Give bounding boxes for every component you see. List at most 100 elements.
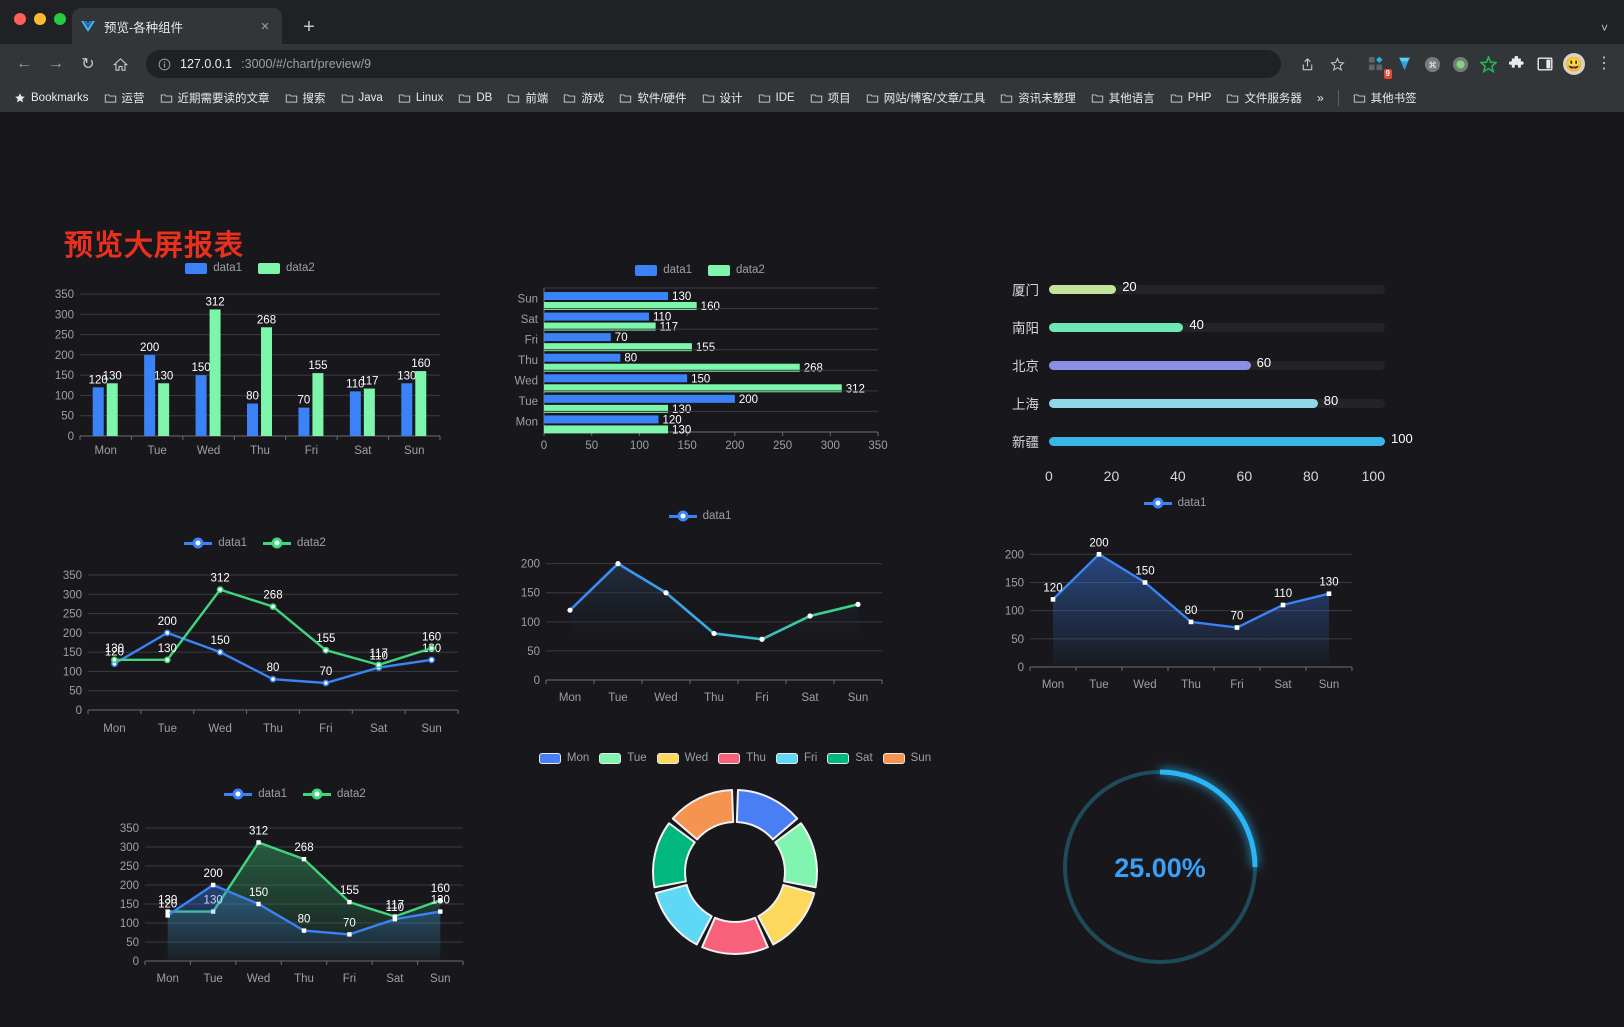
close-window-button[interactable] — [14, 13, 26, 25]
sidepanel-icon[interactable] — [1535, 55, 1554, 74]
bookmark-item[interactable]: 软件/硬件 — [613, 87, 692, 109]
legend-item-data1[interactable]: data1 — [224, 788, 287, 800]
address-bar[interactable]: 127.0.0.1:3000/#/chart/preview/9 — [146, 50, 1281, 78]
extension-puzzle-badge-icon[interactable]: 9 — [1367, 55, 1392, 79]
pie-slice[interactable] — [654, 883, 713, 946]
reload-icon[interactable]: ↻ — [81, 56, 95, 73]
new-tab-button[interactable]: + — [303, 16, 315, 38]
bookmark-item[interactable]: DB — [452, 89, 498, 108]
donut-chart-legend: Mon Tue Wed Thu Fri Sat Sun — [538, 752, 931, 764]
legend-item-mon[interactable]: Mon — [538, 752, 589, 764]
bookmark-item[interactable]: 项目 — [804, 87, 857, 109]
browser-menu-button[interactable]: ⋮ — [1596, 55, 1612, 72]
maximize-window-button[interactable] — [54, 13, 66, 25]
legend-swatch — [882, 752, 905, 764]
legend-item-data1[interactable]: data1 — [185, 262, 242, 274]
bookmark-item[interactable]: PHP — [1164, 89, 1218, 108]
url-host: 127.0.0.1 — [180, 57, 233, 71]
bookmark-item[interactable]: 前端 — [501, 87, 554, 109]
legend-item-data2[interactable]: data2 — [303, 788, 366, 800]
legend-line — [263, 537, 291, 549]
bookmark-label: Linux — [415, 92, 444, 104]
chart-label: 80 — [246, 391, 259, 403]
bookmark-item[interactable]: Java — [335, 89, 389, 108]
green-circle-extension-icon[interactable] — [1451, 55, 1470, 74]
chart-label: Tue — [158, 723, 177, 735]
browser-tab[interactable]: 预览-各种组件 × — [72, 8, 282, 44]
legend-item-wed[interactable]: Wed — [656, 752, 708, 764]
legend-item-data2[interactable]: data2 — [708, 264, 765, 276]
tabstrip-collapse-button[interactable]: ˅ — [1600, 21, 1608, 35]
progress-row: 南阳 40 — [995, 308, 1385, 346]
legend-item-fri[interactable]: Fri — [775, 752, 817, 764]
legend-item-data1[interactable]: data1 — [1143, 497, 1206, 509]
home-icon[interactable] — [106, 50, 134, 78]
chart-label: 150 — [120, 899, 139, 911]
pie-slice[interactable] — [652, 822, 696, 889]
star-icon[interactable] — [1323, 50, 1351, 78]
close-tab-button[interactable]: × — [260, 17, 270, 35]
folder-icon — [702, 93, 714, 103]
info-circle-icon[interactable] — [158, 58, 171, 71]
window-controls[interactable] — [14, 13, 66, 25]
chart-label: 80 — [1185, 605, 1198, 617]
puzzle-extension-icon[interactable] — [1507, 55, 1526, 74]
chart-label: Thu — [294, 973, 314, 985]
bar — [544, 292, 669, 300]
bar — [544, 425, 669, 434]
pie-slice[interactable] — [757, 883, 816, 946]
pie-slice[interactable] — [735, 789, 799, 841]
progress-track: 100 — [1049, 431, 1413, 446]
minimize-window-button[interactable] — [34, 13, 46, 25]
pie-slice[interactable] — [774, 822, 818, 889]
chart-label: Mon — [157, 973, 179, 985]
progress-label: 北京 — [1012, 359, 1039, 375]
bookmark-item[interactable]: IDE — [752, 89, 801, 108]
bookmark-item[interactable]: 设计 — [696, 87, 749, 109]
bookmark-item[interactable]: Linux — [392, 89, 450, 108]
bookmark-item[interactable]: 游戏 — [557, 87, 610, 109]
legend-item-sat[interactable]: Sat — [827, 752, 873, 764]
diamond-extension-icon[interactable] — [1395, 55, 1414, 74]
omnibox-actions — [1293, 50, 1351, 78]
bookmark-item[interactable]: 搜索 — [279, 87, 332, 109]
bookmark-item[interactable]: 运营 — [98, 87, 151, 109]
bookmark-item[interactable]: 近期需要读的文章 — [154, 87, 276, 109]
pie-slice[interactable] — [701, 916, 769, 955]
chart-label: Mon — [95, 445, 117, 457]
legend-item-thu[interactable]: Thu — [718, 752, 766, 764]
star-extension-icon[interactable] — [1479, 55, 1498, 74]
legend-item-data1[interactable]: data1 — [635, 264, 692, 276]
bookmark-label: DB — [476, 92, 493, 104]
legend-item-sun[interactable]: Sun — [882, 752, 931, 764]
chart-label: Thu — [250, 445, 270, 457]
legend-item-tue[interactable]: Tue — [599, 752, 647, 764]
pie-slice[interactable] — [671, 789, 735, 841]
donut-chart-svg — [652, 789, 818, 955]
bar — [195, 375, 207, 436]
bookmark-item[interactable]: 其他语言 — [1085, 87, 1161, 109]
bookmark-item[interactable]: 资讯未整理 — [994, 87, 1082, 109]
share-icon[interactable] — [1293, 50, 1321, 78]
chart-label: 117 — [360, 376, 378, 388]
legend-item-data1[interactable]: data1 — [184, 537, 247, 549]
bookmark-item[interactable]: 网站/博客/文章/工具 — [860, 87, 992, 109]
bookmark-label: IDE — [775, 92, 795, 104]
legend-item-data1[interactable]: data1 — [668, 510, 731, 522]
back-icon[interactable]: ← — [16, 55, 32, 72]
chart-label: 100 — [1005, 606, 1024, 618]
chart-label: 250 — [63, 609, 82, 621]
bookmark-item[interactable]: 文件服务器 — [1220, 87, 1308, 109]
legend-item-data2[interactable]: data2 — [263, 537, 326, 549]
avatar[interactable]: 😃 — [1563, 53, 1585, 75]
bookmarks-overflow-button[interactable]: » — [1316, 91, 1324, 105]
chart-label: 70 — [1231, 611, 1244, 623]
chart-label: 50 — [527, 646, 540, 658]
other-bookmarks-item[interactable]: 其他书签 — [1347, 87, 1423, 109]
chart-label: Fri — [305, 445, 318, 457]
svg-text:⌘: ⌘ — [1428, 60, 1437, 70]
bookmark-item[interactable]: Bookmarks — [8, 89, 95, 107]
forward-icon[interactable]: → — [48, 55, 64, 72]
legend-item-data2[interactable]: data2 — [258, 262, 315, 274]
command-extension-icon[interactable]: ⌘ — [1423, 55, 1442, 74]
